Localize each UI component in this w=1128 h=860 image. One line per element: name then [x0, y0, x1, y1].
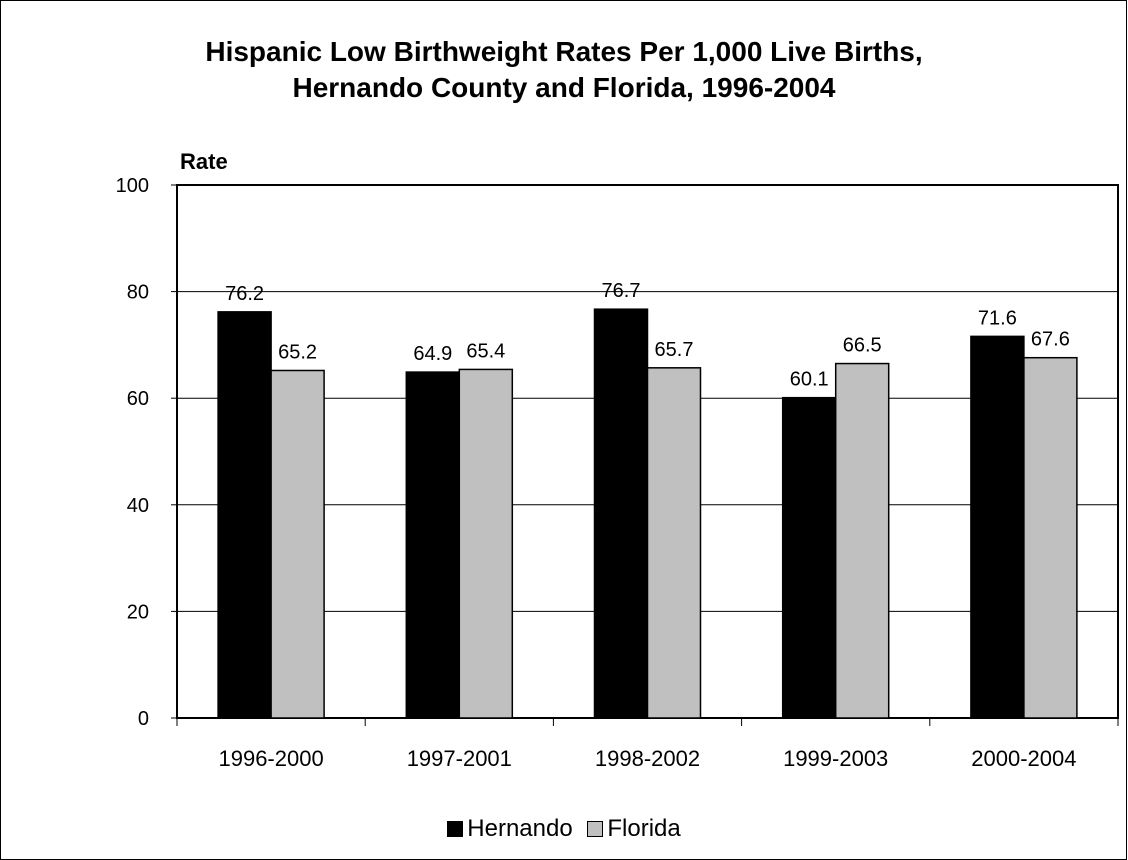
x-tick-label: 1996-2000	[218, 746, 323, 771]
y-tick-label: 0	[138, 708, 149, 730]
bar-florida	[1023, 356, 1078, 719]
bar-florida	[646, 367, 702, 719]
y-tick-label: 60	[127, 388, 149, 410]
legend-item-florida: Florida	[587, 815, 681, 843]
legend-item-hernando: Hernando	[447, 815, 573, 843]
x-tick-label: 1998-2002	[595, 746, 700, 771]
data-label: 60.1	[790, 369, 829, 391]
bar-hernando	[781, 396, 837, 719]
x-tick-label: 1997-2001	[407, 746, 512, 771]
y-axis-label: Rate	[180, 149, 228, 174]
y-tick-label: 20	[127, 601, 149, 623]
data-label: 76.7	[602, 280, 641, 302]
data-label: 65.4	[466, 340, 505, 362]
data-label: 65.2	[278, 341, 317, 363]
bar-hernando	[217, 311, 272, 719]
legend-swatch-hernando	[447, 821, 464, 837]
legend-swatch-florida	[587, 821, 604, 837]
bar-hernando	[593, 308, 649, 719]
legend: Hernando Florida	[0, 815, 1128, 844]
y-tick-label: 80	[127, 282, 149, 304]
bar-florida	[834, 362, 890, 719]
bar-hernando	[405, 371, 461, 719]
legend-label-florida: Florida	[607, 815, 681, 842]
y-tick-label: 40	[127, 495, 149, 517]
data-label: 71.6	[978, 307, 1017, 329]
x-tick-label: 2000-2004	[971, 746, 1076, 771]
y-tick-label: 100	[116, 175, 149, 197]
data-label: 76.2	[225, 283, 264, 305]
legend-label-hernando: Hernando	[467, 815, 573, 842]
bar-florida	[270, 369, 325, 719]
data-label: 66.5	[843, 335, 882, 357]
bar-hernando	[970, 335, 1025, 719]
chart-subtitle: Hernando County and Florida, 1996-2004	[292, 72, 836, 103]
x-tick-label: 1999-2003	[783, 746, 888, 771]
chart-title: Hispanic Low Birthweight Rates Per 1,000…	[205, 36, 923, 67]
bar-florida	[458, 368, 514, 719]
data-label: 64.9	[413, 343, 452, 365]
data-label: 65.7	[655, 339, 694, 361]
data-label: 67.6	[1031, 329, 1070, 351]
